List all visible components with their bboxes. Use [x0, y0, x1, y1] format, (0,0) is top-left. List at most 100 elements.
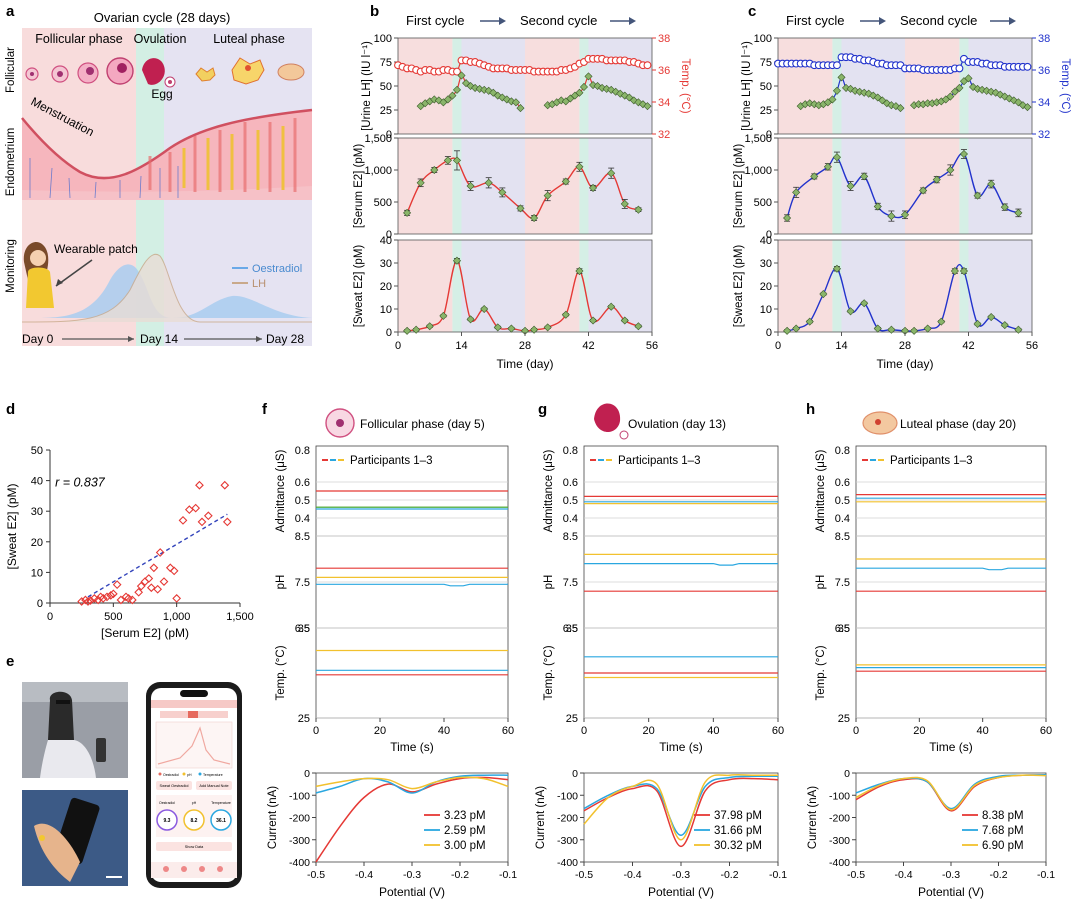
c-sweat-point [783, 326, 792, 335]
b-lh-point [616, 89, 625, 98]
app-legend-temperature: Temperature [203, 773, 223, 777]
d-fit-line [87, 513, 228, 598]
b-lh-tick-label: 25 [380, 105, 392, 117]
app-nav-calendar-icon[interactable] [199, 866, 205, 872]
b-sweat-point [543, 323, 552, 332]
f-temperature-tick-label: 25 [298, 713, 310, 725]
h-current-legend-label-2: 7.68 pM [982, 825, 1024, 837]
panel-letter-e: e [6, 653, 14, 670]
h-admittance-axis-title: Admittance (μS) [815, 449, 827, 532]
app-nav-profile-icon[interactable] [217, 866, 223, 872]
c-lh-point [810, 100, 819, 109]
c-serum-point [959, 149, 968, 159]
b-x-tick-label: 56 [646, 340, 658, 352]
lh-curve [21, 253, 312, 323]
c-lh-tick-label: 75 [760, 57, 772, 69]
app-nav-home-icon[interactable] [163, 866, 169, 872]
b-serum-tick-label: 1,500 [364, 133, 392, 145]
h-admittance-tick-label: 0.5 [835, 495, 850, 507]
c-serum-tick-label: 0 [766, 229, 772, 241]
app-sweat-oestradiol-button[interactable] [156, 781, 192, 790]
h-potential-tick-label: -0.2 [989, 869, 1007, 881]
c-serum-point [860, 172, 869, 181]
c-serum-point [823, 162, 832, 171]
b-lh-point [634, 98, 643, 107]
app-legend-ph: pH [187, 773, 192, 777]
follicular-phase-label: Follicular phase [35, 32, 123, 46]
b-sweat-point [480, 304, 489, 314]
b-temp-tick-label: 32 [658, 129, 670, 141]
app-oestradiol-value: 9.3 [164, 818, 171, 824]
b-lh-point [452, 85, 461, 94]
f-current-legend-label-2: 2.59 pM [444, 825, 486, 837]
b-sweat-tick-label: 40 [380, 235, 392, 247]
c-serum-point [919, 186, 928, 195]
b-lh-point [457, 71, 466, 80]
app-show-data-button[interactable] [156, 842, 232, 851]
h-potential-tick-label: -0.4 [894, 869, 912, 881]
b-serum-point [466, 181, 475, 191]
d-scatter-point [112, 580, 122, 590]
h-current-tick-label: -400 [829, 857, 850, 869]
d-x-tick-label: 500 [104, 611, 122, 623]
wearable-patch-label: Wearable patch [54, 242, 138, 256]
c-sweat-tick-label: 0 [766, 327, 772, 339]
f-current-tick-label: -300 [289, 835, 310, 847]
b-sweat-point [575, 267, 584, 276]
b-serum-point [416, 178, 425, 187]
c-lh-point [1009, 96, 1018, 105]
d-scatter-point [195, 480, 204, 490]
oestradiol-legend-label: Oestradiol [252, 263, 302, 275]
b-sweat-point [634, 322, 643, 331]
c-lh-point [964, 74, 973, 83]
b-x-tick-label: 42 [582, 340, 594, 352]
g-ph-tick-label: 7.5 [563, 577, 578, 589]
c-first-cycle-label: First cycle [786, 13, 845, 28]
c-lh-point [946, 92, 955, 101]
h-current-tick-label: -200 [829, 813, 850, 825]
phase-band-0 [398, 38, 453, 134]
c-x-tick-label: 28 [899, 340, 911, 352]
endometrium-surface [21, 108, 313, 180]
c-temp-point [955, 64, 964, 73]
b-serum-point [498, 188, 507, 197]
app-add-note-button[interactable] [196, 781, 232, 790]
g-potential-tick-label: -0.3 [672, 869, 690, 881]
d-scatter-point [149, 563, 159, 573]
h-potential-axis-title: Potential (V) [918, 885, 984, 899]
app-nav-history-icon[interactable] [181, 866, 187, 872]
b-temp-point [643, 61, 652, 70]
f-current-axis-title: Current (nA) [267, 786, 279, 849]
d-scatter-point [83, 597, 93, 606]
b-lh-point [475, 84, 484, 93]
c-x-axis-title: Time (day) [877, 357, 934, 371]
c-lh-point [969, 82, 978, 91]
c-lh-axis-title: [Urine LH] (IU l⁻¹) [741, 41, 753, 131]
g-current-tick-label: -300 [557, 835, 578, 847]
b-serum-point [620, 199, 629, 208]
day28-label: Day 28 [266, 332, 304, 346]
b-lh-point [638, 100, 647, 109]
b-row-frame-1 [397, 137, 653, 235]
h-current-curve-3 [855, 774, 1047, 811]
b-second-cycle-label: Second cycle [520, 13, 597, 28]
c-sweat-point [910, 326, 919, 335]
f-potential-tick-label: -0.5 [307, 869, 325, 881]
c-serum-point [987, 180, 996, 189]
f-time-axis-title: Time (s) [390, 740, 434, 754]
b-lh-point [448, 91, 457, 100]
panel-b: First cycle Second cycle02550751003234363… [353, 13, 691, 371]
h-current-tick-label: 0 [844, 768, 850, 780]
b-lh-point [493, 91, 502, 100]
panel-f: Follicular phase (day 5) 0.4 0.5 0.6 0.8 Admi… [267, 408, 517, 899]
g-current-curve-3 [583, 773, 778, 841]
c-sweat-point [1000, 321, 1009, 330]
g-current-tick-label: -100 [557, 790, 578, 802]
h-potential-tick-label: -0.5 [847, 869, 865, 881]
b-lh-point [443, 95, 452, 104]
c-lh-point [987, 87, 996, 96]
luteal-phase-label: Luteal phase [213, 32, 285, 46]
b-sweat-axis-title: [Sweat E2] (pM) [353, 245, 365, 328]
d-y-tick-label: 30 [31, 506, 43, 518]
h-admittance-tick-label: 0.6 [835, 477, 850, 489]
